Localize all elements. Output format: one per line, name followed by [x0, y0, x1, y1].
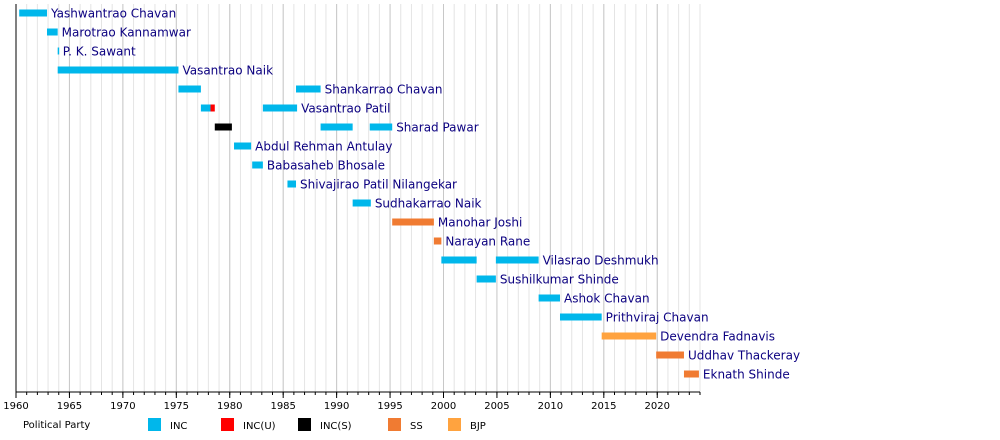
row-label: Sushilkumar Shinde	[500, 273, 619, 287]
term-bar	[495, 256, 539, 264]
row-label: Devendra Fadnavis	[660, 330, 775, 344]
term-bar	[559, 313, 602, 321]
x-tick-label: 2010	[538, 401, 563, 412]
legend-swatch	[298, 418, 311, 431]
term-bar	[441, 256, 477, 264]
row-label: P. K. Sawant	[63, 45, 136, 59]
row-label: Vasantrao Naik	[182, 64, 273, 78]
row-label: Sudhakarrao Naik	[375, 197, 482, 211]
row-label: Vilasrao Deshmukh	[543, 254, 659, 268]
term-bar	[320, 123, 353, 131]
term-bar	[538, 294, 560, 302]
row-label: Sharad Pawar	[396, 121, 479, 135]
term-bar	[252, 161, 263, 169]
term-bar	[214, 123, 232, 131]
x-tick-label: 1985	[270, 401, 295, 412]
legend-text: SS	[410, 421, 423, 432]
term-bar	[433, 237, 442, 245]
term-bar	[656, 351, 684, 359]
row-label: Abdul Rehman Antulay	[255, 140, 392, 154]
legend-title: Political Party	[23, 420, 90, 431]
row-label: Manohar Joshi	[438, 216, 522, 230]
legend-text: INC(S)	[320, 421, 352, 432]
x-tick-label: 1970	[110, 401, 135, 412]
x-tick-label: 2005	[484, 401, 509, 412]
x-tick-label: 1995	[377, 401, 402, 412]
row-label: Eknath Shinde	[703, 368, 790, 382]
term-bar	[683, 370, 699, 378]
legend-swatch	[448, 418, 461, 431]
row-label: Uddhav Thackeray	[688, 349, 800, 363]
x-tick-label: 2000	[431, 401, 456, 412]
term-bar	[57, 47, 60, 55]
term-bar	[210, 104, 215, 112]
row-label: Prithviraj Chavan	[606, 311, 709, 325]
x-tick-label: 1975	[164, 401, 189, 412]
row-label: Marotrao Kannamwar	[62, 26, 191, 40]
row-label: Narayan Rane	[445, 235, 530, 249]
term-bar	[46, 28, 58, 36]
term-bar	[57, 66, 179, 74]
legend-swatch	[221, 418, 234, 431]
term-bar	[392, 218, 434, 226]
x-tick-label: 1965	[57, 401, 82, 412]
x-tick-label: 1960	[3, 401, 28, 412]
term-bar	[178, 85, 201, 93]
row-label: Shivajirao Patil Nilangekar	[300, 178, 457, 192]
term-bar	[234, 142, 252, 150]
term-bar	[296, 85, 321, 93]
term-bar	[352, 199, 371, 207]
term-bar	[601, 332, 657, 340]
legend-text: INC	[170, 421, 187, 432]
term-bar	[287, 180, 297, 188]
row-label: Babasaheb Bhosale	[267, 159, 385, 173]
legend-text: BJP	[470, 421, 486, 432]
x-tick-label: 1980	[217, 401, 242, 412]
row-label: Shankarrao Chavan	[325, 83, 443, 97]
row-label: Ashok Chavan	[564, 292, 650, 306]
term-bar	[262, 104, 298, 112]
term-bar	[476, 275, 496, 283]
term-bar	[19, 9, 47, 17]
x-tick-label: 2015	[591, 401, 616, 412]
x-tick-label: 2020	[645, 401, 670, 412]
term-bar	[369, 123, 393, 131]
term-bar	[200, 104, 211, 112]
row-label: Yashwantrao Chavan	[50, 7, 176, 21]
legend-swatch	[148, 418, 161, 431]
legend-text: INC(U)	[243, 421, 276, 432]
legend-swatch	[388, 418, 401, 431]
row-label: Vasantrao Patil	[301, 102, 390, 116]
x-tick-label: 1990	[324, 401, 349, 412]
